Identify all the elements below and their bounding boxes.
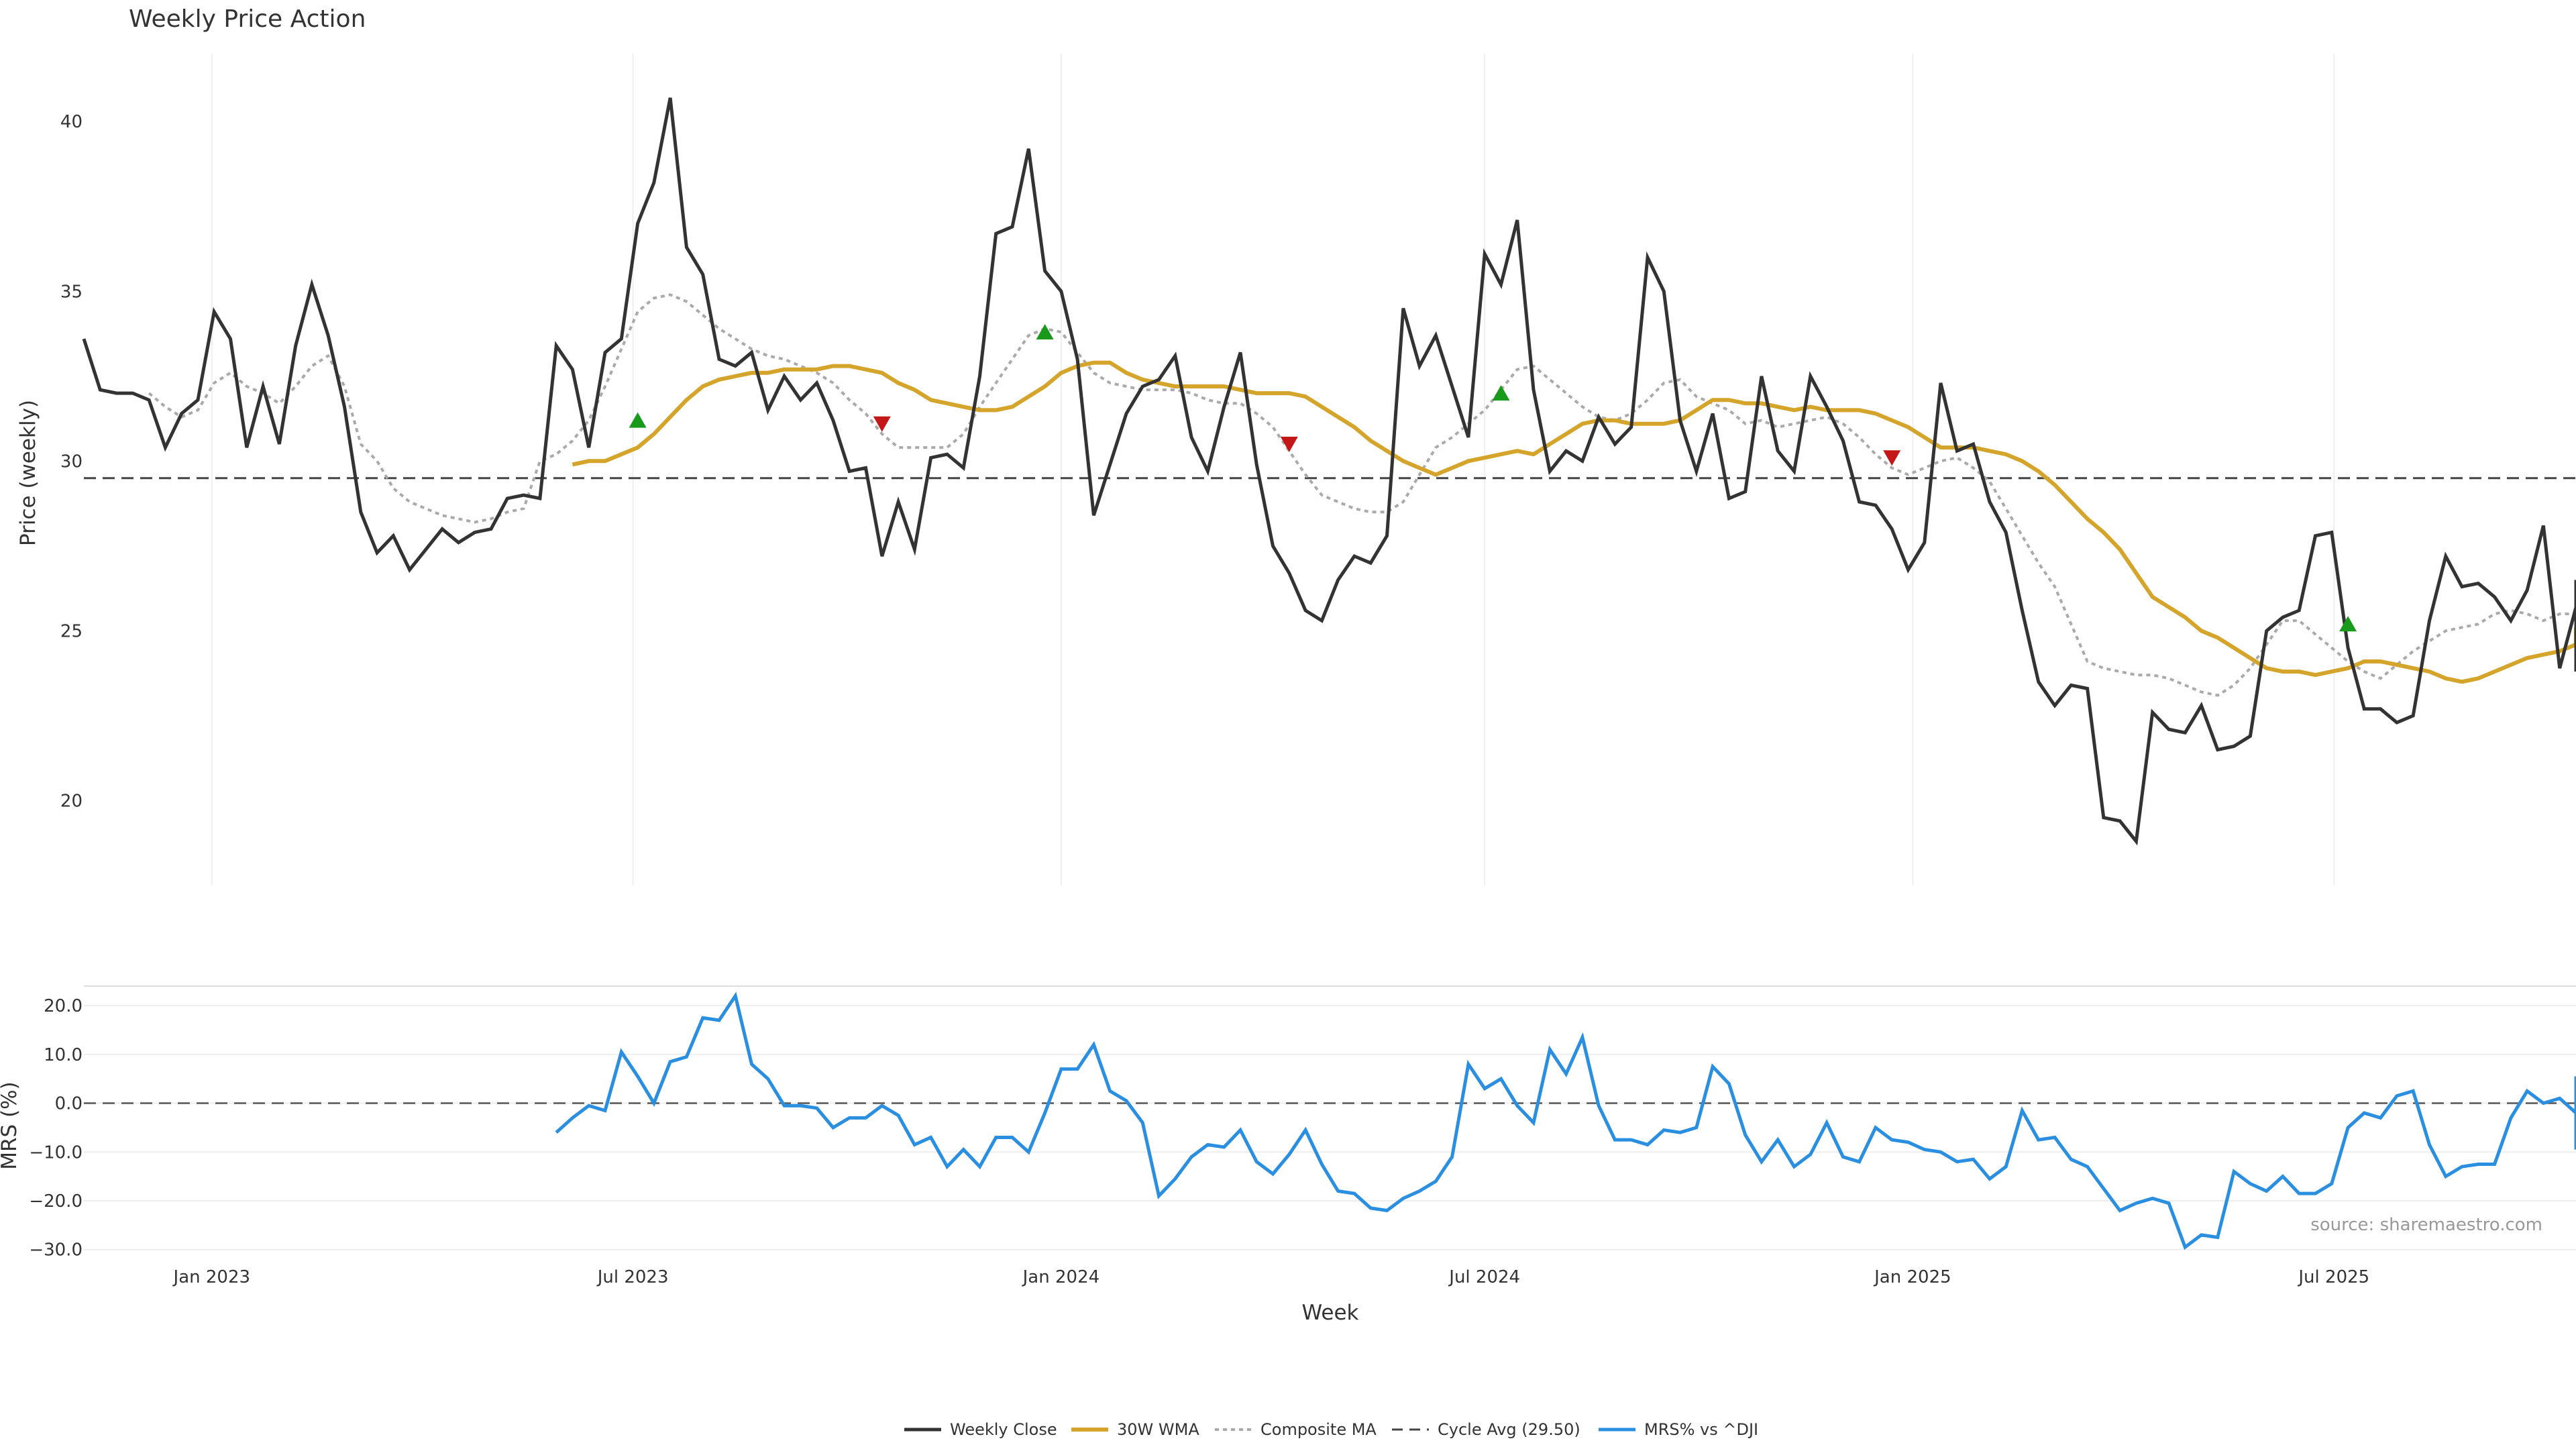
mrs-series <box>555 991 2576 1250</box>
legend-label-mrs: MRS% vs ^DJI <box>1644 1420 1758 1439</box>
price-y-ticks: 20 25 30 35 40 <box>60 112 83 811</box>
mrs-y-ticks: 20.0 10.0 0.0 −10.0 −20.0 −30.0 <box>29 996 83 1260</box>
mrs-y-tick-label: 0.0 <box>55 1094 83 1114</box>
legend: Weekly Close 30W WMA Composite MA Cycle … <box>904 1420 1758 1439</box>
buy-signal-marker <box>2339 616 2357 632</box>
legend-label-close: Weekly Close <box>950 1420 1057 1439</box>
source-label: source: sharemaestro.com <box>2310 1215 2542 1235</box>
x-tick-label: Jan 2023 <box>172 1267 251 1287</box>
mrs-y-tick-label: −10.0 <box>29 1142 83 1163</box>
mrs-grid <box>84 1005 2576 1250</box>
chart-title: Weekly Price Action <box>129 5 366 33</box>
x-tick-label: Jan 2025 <box>1873 1267 1951 1287</box>
sell-signal-marker <box>1280 437 1298 452</box>
legend-label-composite: Composite MA <box>1260 1420 1377 1439</box>
buy-signal-marker <box>1492 385 1510 401</box>
x-tick-label: Jul 2024 <box>1448 1267 1520 1287</box>
sell-signal-marker <box>873 416 891 432</box>
buy-signal-marker <box>1036 324 1054 339</box>
legend-label-cycle: Cycle Avg (29.50) <box>1438 1420 1580 1439</box>
price-y-tick-label: 25 <box>60 621 83 641</box>
price-y-tick-label: 30 <box>60 451 83 472</box>
mrs-y-tick-label: 20.0 <box>44 996 83 1016</box>
weekly-close-series <box>82 97 2576 846</box>
sell-signal-marker <box>1883 450 1901 466</box>
price-y-tick-label: 35 <box>60 282 83 302</box>
mrs-y-axis-label: MRS (%) <box>0 1081 21 1169</box>
signal-markers <box>629 324 2357 632</box>
x-tick-label: Jul 2025 <box>2297 1267 2369 1287</box>
price-y-tick-label: 40 <box>60 112 83 132</box>
mrs-y-tick-label: 10.0 <box>44 1045 83 1065</box>
mrs-y-tick-label: −20.0 <box>29 1191 83 1212</box>
mrs-y-tick-label: −30.0 <box>29 1240 83 1260</box>
x-grid <box>211 54 2335 885</box>
legend-label-wma: 30W WMA <box>1117 1420 1199 1439</box>
x-tick-label: Jan 2024 <box>1022 1267 1100 1287</box>
price-y-tick-label: 20 <box>60 792 83 812</box>
price-y-axis-label: Price (weekly) <box>16 400 40 546</box>
x-ticks: Jan 2023 Jul 2023 Jan 2024 Jul 2024 Jan 2025… <box>172 1267 2370 1287</box>
wma-series <box>572 360 2576 684</box>
composite-ma-series <box>148 293 2576 697</box>
buy-signal-marker <box>629 412 647 428</box>
x-axis-label: Week <box>1302 1301 1359 1325</box>
x-tick-label: Jul 2023 <box>596 1267 669 1287</box>
